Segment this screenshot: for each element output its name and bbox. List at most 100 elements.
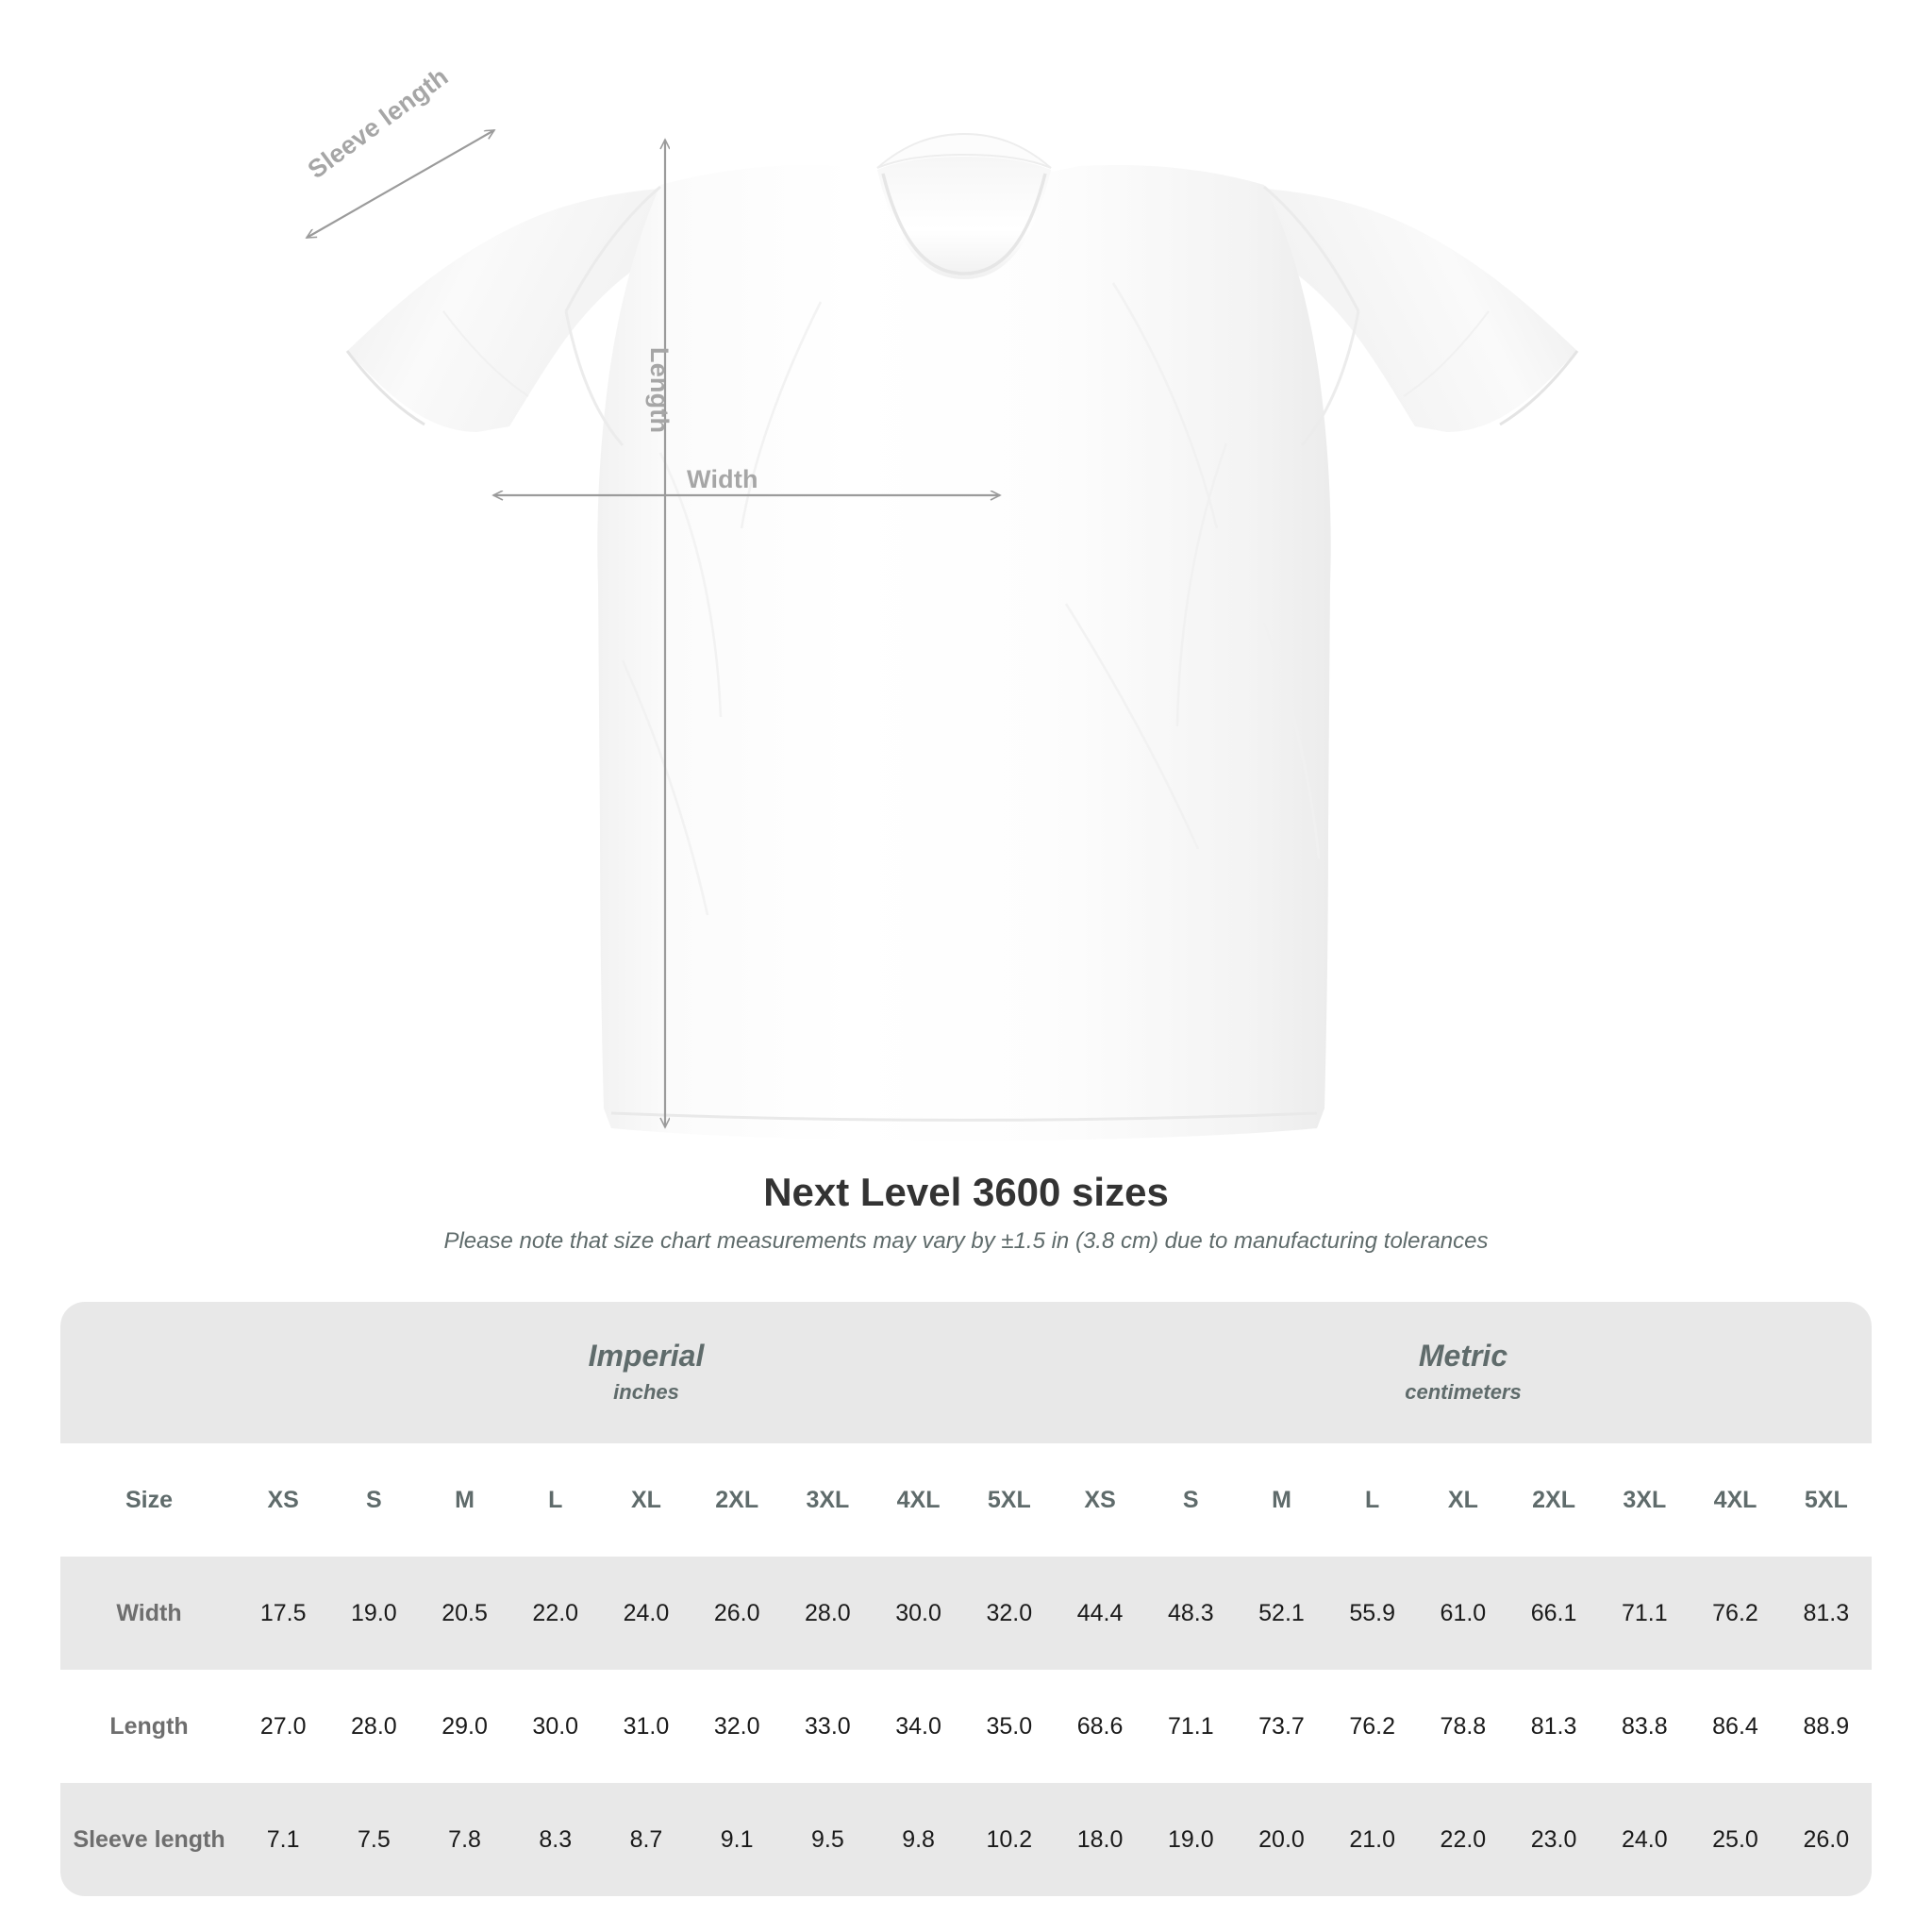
unit-header-row: Imperial inches Metric centimeters — [60, 1302, 1872, 1443]
size-chart-table: Imperial inches Metric centimeters Size … — [60, 1302, 1872, 1896]
cell-length-imperial-xs: 27.0 — [238, 1670, 329, 1783]
cell-width-metric-s: 48.3 — [1145, 1557, 1237, 1670]
cell-width-imperial-3xl: 28.0 — [782, 1557, 874, 1670]
cell-width-metric-l: 55.9 — [1326, 1557, 1418, 1670]
tolerance-note: Please note that size chart measurements… — [443, 1228, 1489, 1255]
cell-width-imperial-5xl: 32.0 — [963, 1557, 1055, 1670]
size-header-metric-s: S — [1145, 1443, 1237, 1557]
cell-length-metric-s: 71.1 — [1145, 1670, 1237, 1783]
cell-length-metric-2xl: 81.3 — [1507, 1670, 1600, 1783]
metric-group-header: Metric centimeters — [1054, 1302, 1872, 1443]
cell-length-metric-l: 76.2 — [1326, 1670, 1418, 1783]
cell-length-metric-xl: 78.8 — [1417, 1670, 1508, 1783]
row-label-width: Width — [60, 1557, 239, 1670]
metric-unit: centimeters — [1405, 1379, 1522, 1404]
size-header-imperial-4xl: 4XL — [873, 1443, 964, 1557]
cell-length-imperial-5xl: 35.0 — [963, 1670, 1055, 1783]
cell-sleeve-metric-3xl: 24.0 — [1599, 1783, 1690, 1896]
imperial-label: Imperial — [588, 1339, 705, 1374]
cell-sleeve-imperial-3xl: 9.5 — [782, 1783, 874, 1896]
cell-length-imperial-s: 28.0 — [328, 1670, 420, 1783]
cell-sleeve-metric-2xl: 23.0 — [1507, 1783, 1600, 1896]
cell-width-imperial-l: 22.0 — [509, 1557, 601, 1670]
cell-width-metric-2xl: 66.1 — [1507, 1557, 1600, 1670]
cell-width-metric-3xl: 71.1 — [1599, 1557, 1690, 1670]
table-row-length: Length 27.0 28.0 29.0 30.0 31.0 32.0 33.… — [60, 1670, 1872, 1783]
cell-length-imperial-3xl: 33.0 — [782, 1670, 874, 1783]
size-header-imperial-xl: XL — [600, 1443, 692, 1557]
size-header-imperial-m: M — [419, 1443, 510, 1557]
cell-sleeve-imperial-s: 7.5 — [328, 1783, 420, 1896]
tshirt-illustration — [0, 129, 1579, 1141]
cell-length-metric-3xl: 83.8 — [1599, 1670, 1690, 1783]
table-row-width: Width 17.5 19.0 20.5 22.0 24.0 26.0 28.0… — [60, 1557, 1872, 1670]
size-header-imperial-s: S — [328, 1443, 420, 1557]
cell-sleeve-imperial-l: 8.3 — [509, 1783, 601, 1896]
cell-length-imperial-4xl: 34.0 — [873, 1670, 964, 1783]
imperial-group-header: Imperial inches — [238, 1302, 1055, 1443]
size-row-label: Size — [60, 1443, 239, 1557]
size-header-metric-4xl: 4XL — [1690, 1443, 1781, 1557]
size-header-row: Size XS S M L XL 2XL 3XL 4XL 5XL XS S M … — [60, 1443, 1872, 1557]
cell-sleeve-metric-l: 21.0 — [1326, 1783, 1418, 1896]
cell-width-metric-xl: 61.0 — [1417, 1557, 1508, 1670]
page-title: Next Level 3600 sizes — [763, 1170, 1169, 1214]
cell-sleeve-metric-4xl: 25.0 — [1690, 1783, 1781, 1896]
cell-width-imperial-m: 20.5 — [419, 1557, 510, 1670]
cell-width-metric-xs: 44.4 — [1054, 1557, 1146, 1670]
cell-width-metric-m: 52.1 — [1236, 1557, 1327, 1670]
cell-width-metric-5xl: 81.3 — [1780, 1557, 1872, 1670]
dimension-arrows — [307, 129, 1000, 1127]
row-label-sleeve-length: Sleeve length — [60, 1783, 239, 1896]
cell-length-metric-5xl: 88.9 — [1780, 1670, 1872, 1783]
cell-length-imperial-2xl: 32.0 — [691, 1670, 783, 1783]
size-header-metric-m: M — [1236, 1443, 1327, 1557]
cell-sleeve-imperial-5xl: 10.2 — [963, 1783, 1055, 1896]
size-chart-table-wrapper: Imperial inches Metric centimeters Size … — [60, 1302, 1872, 1896]
cell-length-imperial-l: 30.0 — [509, 1670, 601, 1783]
size-header-imperial-3xl: 3XL — [782, 1443, 874, 1557]
cell-length-imperial-m: 29.0 — [419, 1670, 510, 1783]
size-header-imperial-xs: XS — [238, 1443, 329, 1557]
cell-length-metric-m: 73.7 — [1236, 1670, 1327, 1783]
cell-length-metric-4xl: 86.4 — [1690, 1670, 1781, 1783]
cell-sleeve-imperial-m: 7.8 — [419, 1783, 510, 1896]
cell-sleeve-imperial-2xl: 9.1 — [691, 1783, 783, 1896]
table-row-sleeve-length: Sleeve length 7.1 7.5 7.8 8.3 8.7 9.1 9.… — [60, 1783, 1872, 1896]
cell-length-imperial-xl: 31.0 — [600, 1670, 692, 1783]
metric-label: Metric — [1418, 1339, 1508, 1374]
imperial-unit: inches — [613, 1379, 679, 1404]
cell-width-metric-4xl: 76.2 — [1690, 1557, 1781, 1670]
size-header-imperial-2xl: 2XL — [691, 1443, 783, 1557]
size-header-metric-2xl: 2XL — [1507, 1443, 1600, 1557]
width-label: Width — [687, 465, 758, 493]
cell-sleeve-imperial-xl: 8.7 — [600, 1783, 692, 1896]
size-header-metric-5xl: 5XL — [1780, 1443, 1872, 1557]
shirt-silhouette — [345, 132, 1579, 1141]
size-header-metric-xl: XL — [1417, 1443, 1508, 1557]
cell-sleeve-metric-s: 19.0 — [1145, 1783, 1237, 1896]
cell-width-imperial-s: 19.0 — [328, 1557, 420, 1670]
length-label: Length — [645, 347, 674, 434]
cell-sleeve-metric-m: 20.0 — [1236, 1783, 1327, 1896]
sleeve-length-arrow — [307, 129, 494, 239]
cell-length-metric-xs: 68.6 — [1054, 1670, 1146, 1783]
title-block: Next Level 3600 sizes Please note that s… — [0, 1170, 1932, 1255]
size-header-metric-xs: XS — [1054, 1443, 1146, 1557]
cell-width-imperial-2xl: 26.0 — [691, 1557, 783, 1670]
cell-width-imperial-xl: 24.0 — [600, 1557, 692, 1670]
cell-sleeve-imperial-xs: 7.1 — [238, 1783, 329, 1896]
cell-sleeve-metric-5xl: 26.0 — [1780, 1783, 1872, 1896]
size-header-imperial-l: L — [509, 1443, 601, 1557]
tshirt-diagram: Sleeve length Length Width — [0, 62, 1579, 1141]
table-corner-cell — [60, 1302, 239, 1443]
size-header-imperial-5xl: 5XL — [963, 1443, 1055, 1557]
cell-sleeve-metric-xl: 22.0 — [1417, 1783, 1508, 1896]
cell-sleeve-imperial-4xl: 9.8 — [873, 1783, 964, 1896]
size-header-metric-3xl: 3XL — [1599, 1443, 1690, 1557]
size-header-metric-l: L — [1326, 1443, 1418, 1557]
row-label-length: Length — [60, 1670, 239, 1783]
cell-width-imperial-xs: 17.5 — [238, 1557, 329, 1670]
cell-sleeve-metric-xs: 18.0 — [1054, 1783, 1146, 1896]
cell-width-imperial-4xl: 30.0 — [873, 1557, 964, 1670]
